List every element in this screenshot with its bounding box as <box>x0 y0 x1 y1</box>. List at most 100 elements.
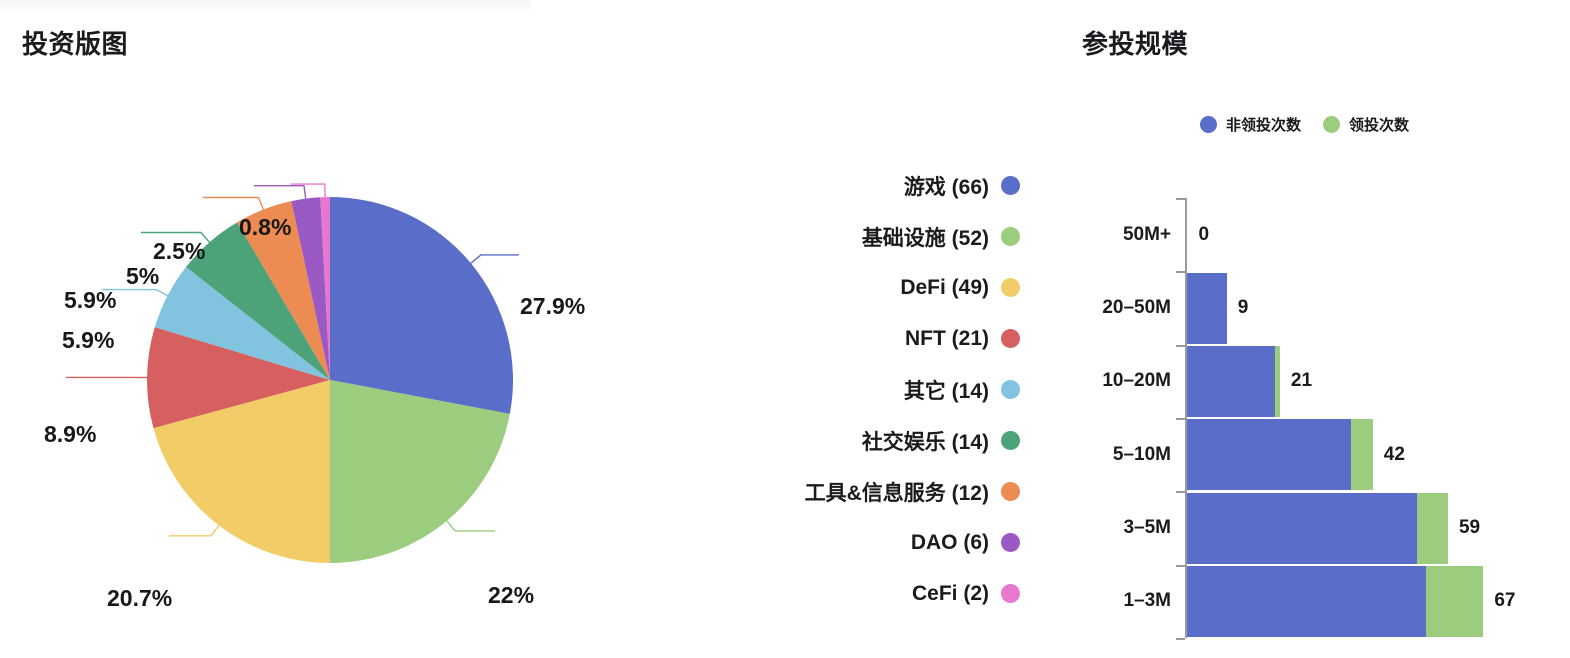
y-axis-tick <box>1176 271 1185 274</box>
bar-category-label: 1–3M <box>1123 590 1171 612</box>
y-axis-tick <box>1176 491 1185 494</box>
pie-legend-label: DeFi (49) <box>900 275 989 299</box>
bar-legend-item[interactable]: 领投次数 <box>1323 114 1409 135</box>
pie-percent-label: 2.5% <box>153 238 206 264</box>
pie-legend-label: 社交娱乐 (14) <box>861 430 989 454</box>
pie-leader-line <box>290 183 326 198</box>
pie-slice[interactable] <box>237 201 330 380</box>
pie-legend-label: 其它 (14) <box>903 379 989 403</box>
bar-segment-non-lead[interactable] <box>1187 345 1276 417</box>
pie-legend-color-dot <box>1001 176 1020 195</box>
bar-row[interactable]: 3–5M 59 <box>1123 492 1480 564</box>
bar-segment-lead[interactable] <box>1425 565 1484 637</box>
bar-row[interactable]: 1–3M 67 <box>1123 565 1515 637</box>
pie-leader-lines <box>66 183 519 537</box>
pie-chart-svg <box>66 183 519 563</box>
bar-legend-item[interactable]: 非领投次数 <box>1200 114 1301 135</box>
pie-legend-label: 游戏 (66) <box>903 175 989 199</box>
pie-legend-label: NFT (21) <box>905 326 989 350</box>
bar-segment-lead[interactable] <box>1417 492 1448 564</box>
pie-legend-color-dot <box>1001 431 1020 450</box>
pie-legend-color-dot <box>1001 227 1020 246</box>
bar-row[interactable]: 20–50M 9 <box>1102 272 1248 344</box>
pie-legend-item[interactable]: DAO (6) <box>700 517 1030 568</box>
pie-legend-item[interactable]: NFT (21) <box>700 313 1030 364</box>
y-axis-tick <box>1176 344 1185 347</box>
pie-slice[interactable] <box>330 380 510 563</box>
pie-legend-item[interactable]: 工具&信息服务 (12) <box>700 466 1030 517</box>
pie-leader-line <box>470 254 519 264</box>
pie-leader-line <box>169 524 220 537</box>
bar-row[interactable]: 50M+ 0 <box>1123 199 1209 270</box>
pie-legend-item[interactable]: CeFi (2) <box>700 568 1030 619</box>
bar-segment-non-lead[interactable] <box>1187 492 1417 564</box>
pie-legend-color-dot <box>1001 482 1020 501</box>
pie-legend-item[interactable]: 基础设施 (52) <box>700 211 1030 262</box>
pie-legend-item[interactable]: 社交娱乐 (14) <box>700 415 1030 466</box>
bar-plot-area: 50M+ 0 20–50M 9 10–20M 21 5–10M 42 3–5M 59 1–3M 67 <box>1102 198 1530 640</box>
pie-percent-label: 22% <box>488 582 535 608</box>
bar-category-label: 20–50M <box>1102 297 1171 318</box>
y-axis-tick <box>1176 198 1185 200</box>
bar-value-label: 67 <box>1494 590 1516 612</box>
pie-percent-label: 20.7% <box>107 585 173 611</box>
bar-value-label: 0 <box>1198 223 1210 245</box>
pie-slice[interactable] <box>154 266 330 380</box>
pie-legend-color-dot <box>1001 533 1020 552</box>
pie-leader-line <box>254 184 307 199</box>
pie-slices <box>147 197 513 563</box>
pie-legend-item[interactable]: 其它 (14) <box>700 364 1030 415</box>
bar-category-label: 50M+ <box>1122 223 1171 245</box>
pie-percent-label: 0.8% <box>239 214 292 240</box>
pie-slice[interactable] <box>291 197 330 380</box>
bar-value-label: 42 <box>1383 443 1405 465</box>
bar-category-label: 3–5M <box>1123 517 1171 538</box>
bar-legend-color-dot <box>1200 116 1217 133</box>
pie-legend-label: 工具&信息服务 (12) <box>804 481 989 505</box>
y-axis-tick <box>1176 564 1185 567</box>
pie-slice[interactable] <box>186 222 330 380</box>
pie-legend-label: 基础设施 (52) <box>861 226 989 250</box>
pie-legend-color-dot <box>1001 584 1020 603</box>
bar-segment-lead[interactable] <box>1350 419 1373 491</box>
pie-percent-label: 8.9% <box>44 421 97 447</box>
y-axis-tick <box>1176 638 1185 640</box>
bar-row[interactable]: 5–10M 42 <box>1113 419 1405 491</box>
bar-row[interactable]: 10–20M 21 <box>1102 345 1312 417</box>
bar-panel-title: 参投规模 <box>1082 29 1189 59</box>
pie-legend: 游戏 (66) 基础设施 (52) DeFi (49) NFT (21) 其它 (14)… <box>700 160 1030 619</box>
bar-category-label: 10–20M <box>1102 370 1171 392</box>
y-axis-tick <box>1176 418 1185 420</box>
top-decorative-band <box>0 0 530 14</box>
pie-legend-label: CeFi (2) <box>911 581 989 605</box>
bar-legend-label: 非领投次数 <box>1226 117 1302 134</box>
bar-value-label: 9 <box>1237 297 1249 318</box>
pie-leader-line <box>446 520 496 532</box>
pie-legend-item[interactable]: DeFi (49) <box>700 262 1030 313</box>
bar-segment-non-lead[interactable] <box>1187 272 1227 344</box>
pie-percent-label: 5.9% <box>64 287 117 313</box>
pie-legend-item[interactable]: 游戏 (66) <box>700 160 1030 211</box>
bar-category-label: 5–10M <box>1112 443 1171 465</box>
pie-panel-title: 投资版图 <box>22 29 129 59</box>
bar-legend-color-dot <box>1323 116 1341 133</box>
pie-slice[interactable] <box>147 327 330 429</box>
pie-legend-label: DAO (6) <box>910 530 989 554</box>
y-axis-line <box>1185 198 1187 638</box>
pie-leader-line <box>202 196 265 210</box>
pie-slice[interactable] <box>320 197 330 380</box>
pie-legend-color-dot <box>1001 329 1020 348</box>
bar-segment-non-lead[interactable] <box>1187 419 1351 491</box>
bar-chart-panel: 非领投次数 领投次数 50M+ 0 20–50M 9 10–20M 21 5–10M 42 3–5… <box>1060 60 1570 658</box>
pie-percent-label: 5.9% <box>62 327 115 353</box>
pie-leader-line <box>140 231 211 243</box>
bar-legend-label: 领投次数 <box>1349 117 1410 134</box>
pie-percent-label: 27.9% <box>520 293 586 319</box>
pie-slice[interactable] <box>330 197 513 414</box>
pie-percent-label: 5% <box>126 263 160 289</box>
bar-segment-non-lead[interactable] <box>1187 565 1426 637</box>
bar-segment-lead[interactable] <box>1275 345 1280 417</box>
pie-legend-color-dot <box>1001 380 1020 399</box>
pie-slice[interactable] <box>153 380 330 563</box>
